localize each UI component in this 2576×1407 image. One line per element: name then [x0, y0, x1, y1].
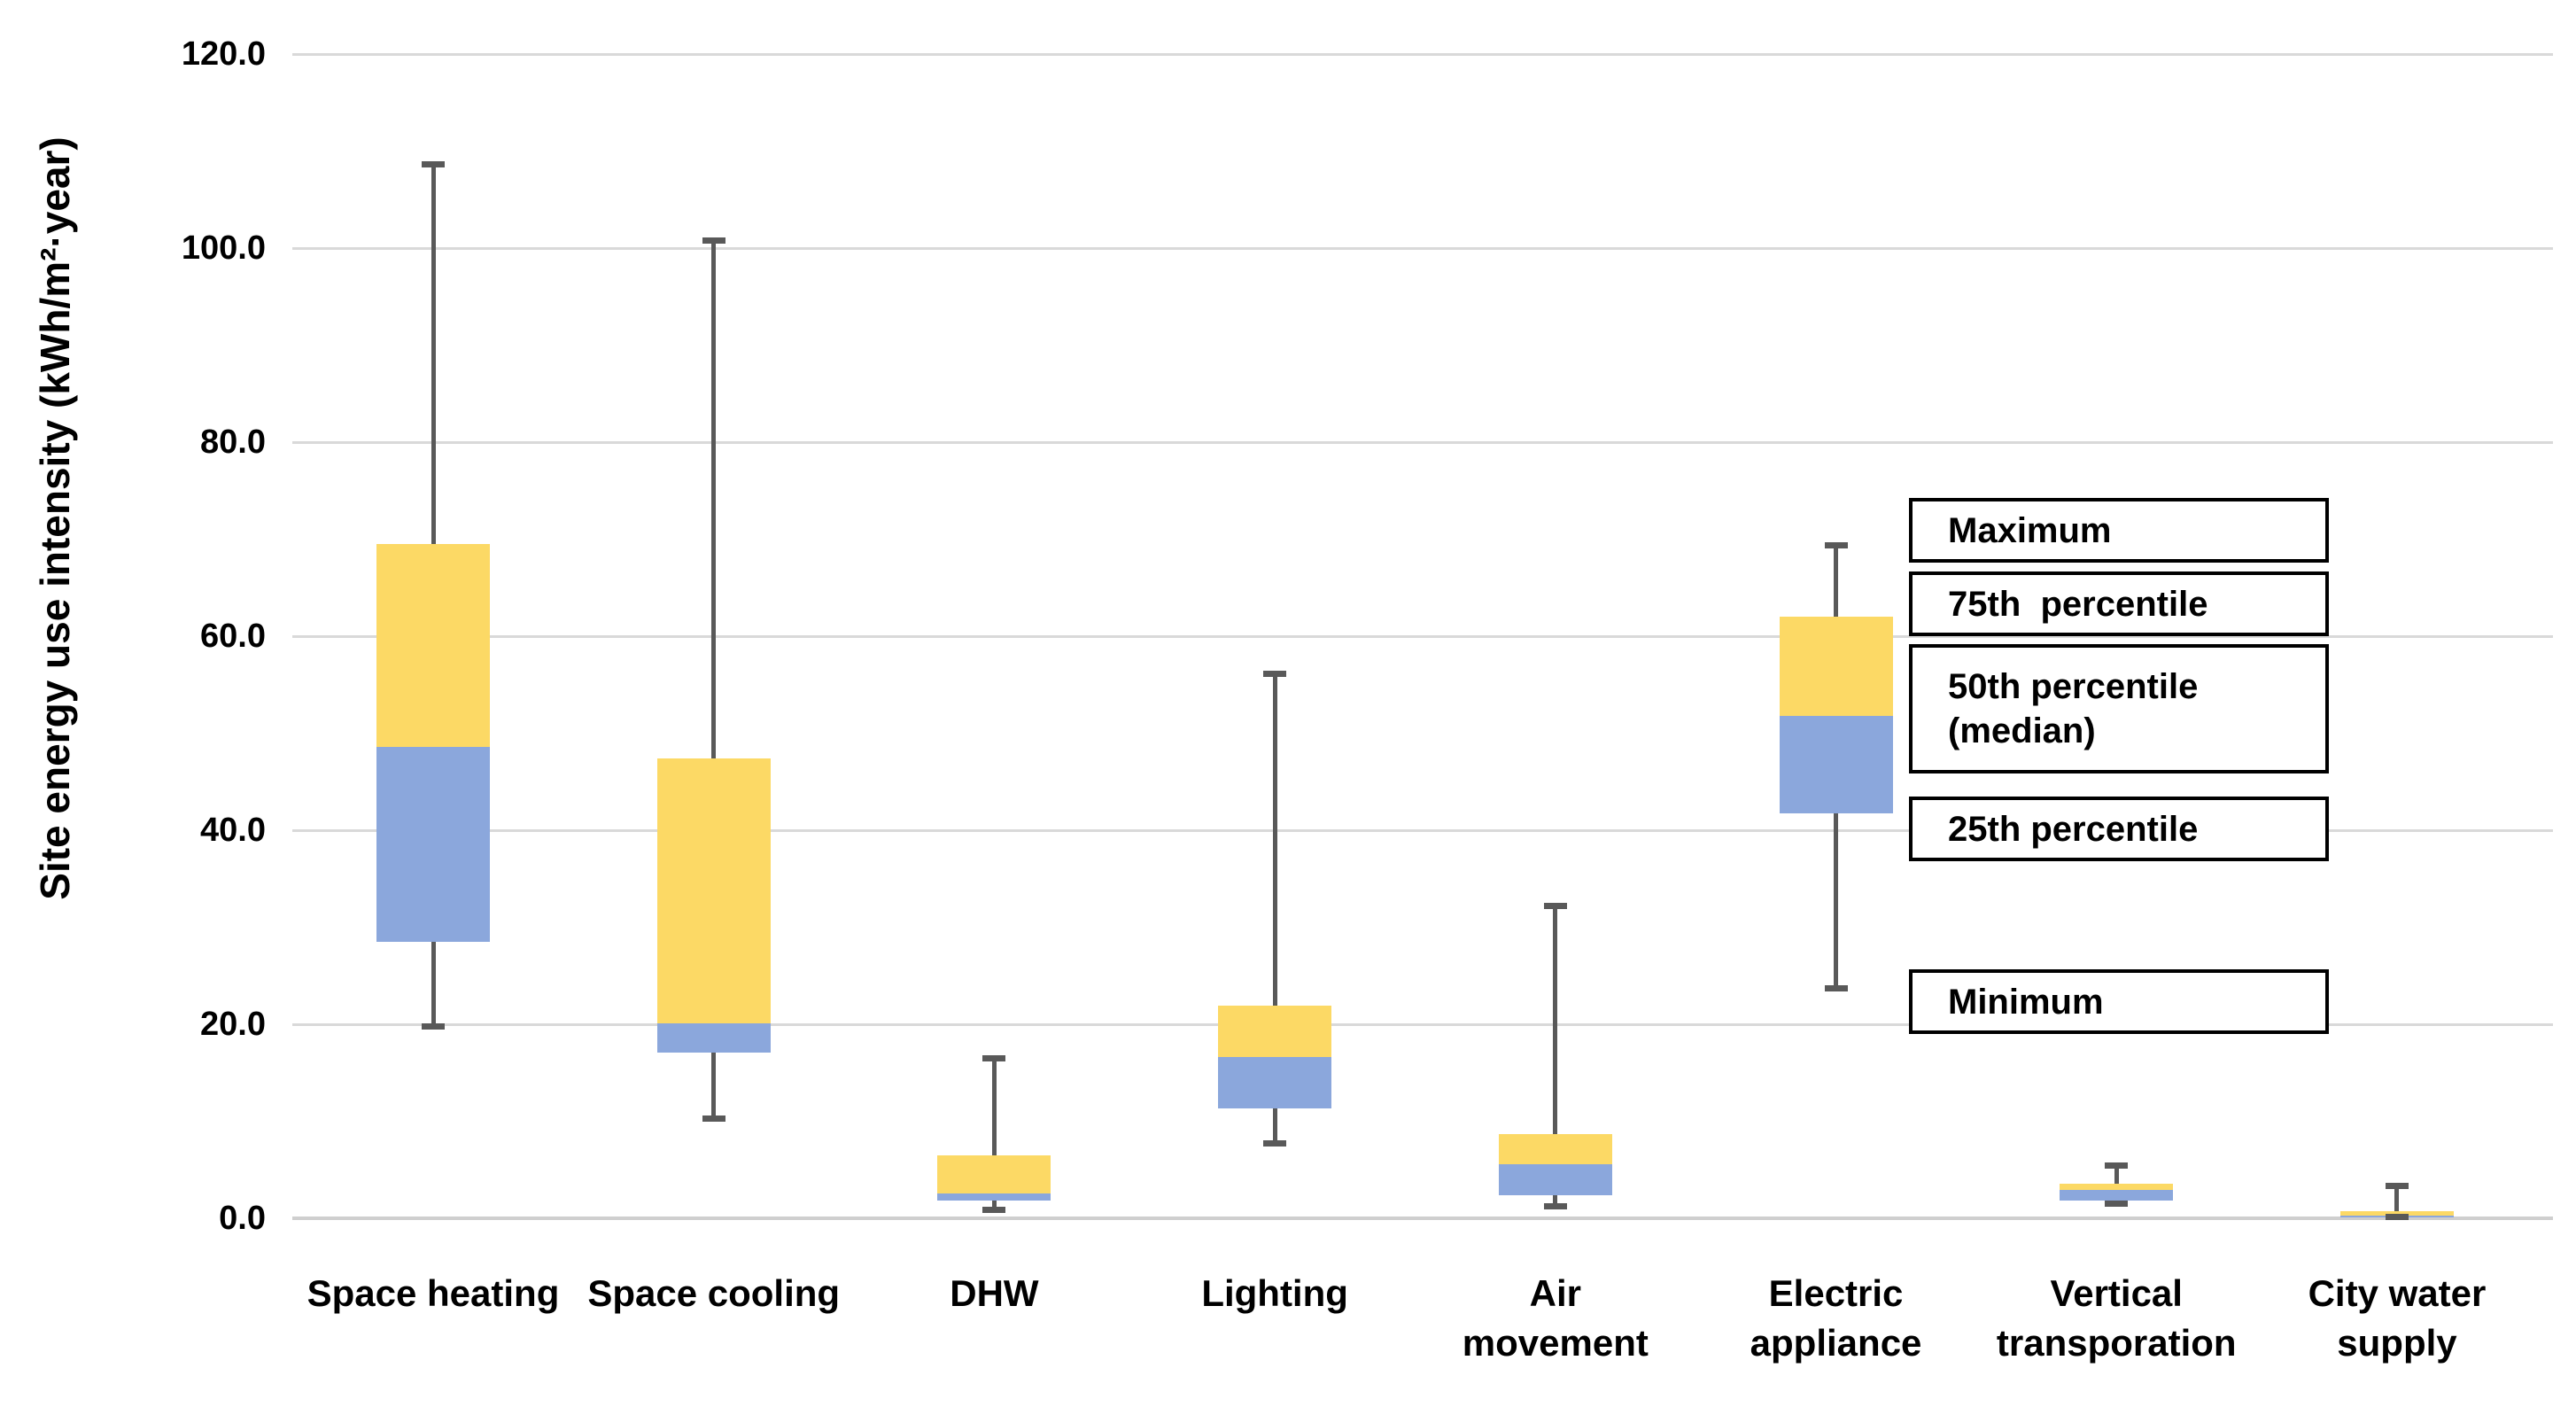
whisker-min-cap: [982, 1206, 1006, 1213]
whisker-min-cap: [702, 1115, 725, 1122]
x-axis-label: Space cooling: [587, 1272, 841, 1314]
box-upper-quartile: [1218, 1006, 1332, 1058]
box-lower-quartile: [1218, 1057, 1332, 1109]
y-tick-label: 80.0: [200, 424, 266, 461]
x-axis-label: City water supply: [2308, 1272, 2487, 1364]
box-upper-quartile: [1779, 617, 1893, 716]
x-axis-label: Electric appliance: [1750, 1272, 1922, 1364]
box-lower-quartile: [1498, 1163, 1612, 1195]
whisker-max-line: [1553, 906, 1558, 1134]
gridline-60.0: [292, 634, 2553, 638]
y-tick-label: 60.0: [200, 618, 266, 655]
box-lower-quartile: [937, 1193, 1051, 1201]
y-tick-label: 100.0: [181, 229, 266, 267]
y-tick-label: 20.0: [200, 1006, 266, 1043]
gridline-100.0: [292, 246, 2553, 250]
box-upper-quartile: [656, 758, 771, 1023]
whisker-min-cap: [1824, 984, 1848, 991]
whisker-max-cap: [422, 161, 445, 168]
callout-75th-percentile: 75th percentile: [1909, 571, 2329, 637]
box-lower-quartile: [656, 1022, 771, 1053]
box-lower-quartile: [1779, 715, 1893, 814]
box-upper-quartile: [1498, 1133, 1612, 1164]
y-tick-label: 0.0: [219, 1200, 266, 1237]
whisker-min-line: [1553, 1194, 1558, 1207]
box-upper-quartile: [2339, 1211, 2454, 1216]
whisker-max-line: [2114, 1165, 2119, 1184]
whisker-max-cap: [702, 237, 725, 244]
whisker-max-line: [1834, 545, 1839, 618]
x-axis-label: Vertical transporation: [1996, 1272, 2237, 1364]
whisker-min-line: [1834, 813, 1839, 989]
whisker-max-line: [2394, 1185, 2400, 1212]
x-axis-label: DHW: [950, 1272, 1039, 1314]
whisker-max-cap: [2105, 1162, 2129, 1170]
y-tick-label: 120.0: [181, 35, 266, 73]
gridline-20.0: [292, 1022, 2553, 1026]
whisker-min-line: [711, 1052, 717, 1119]
callout-25th-percentile: 25th percentile: [1909, 797, 2329, 862]
whisker-max-cap: [1543, 902, 1567, 909]
whisker-max-cap: [2385, 1183, 2409, 1190]
whisker-max-line: [431, 164, 436, 544]
x-axis-label: Space heating: [306, 1272, 560, 1314]
whisker-min-cap: [2105, 1201, 2129, 1208]
gridline-120.0: [292, 52, 2553, 56]
whisker-min-cap: [1263, 1140, 1287, 1147]
whisker-min-cap: [1543, 1203, 1567, 1210]
box-upper-quartile: [2060, 1183, 2174, 1191]
x-axis-label: Air movement: [1462, 1272, 1649, 1364]
box-lower-quartile: [2060, 1190, 2174, 1201]
box-upper-quartile: [937, 1154, 1051, 1193]
callout-50th-percentile: 50th percentile (median): [1909, 644, 2329, 774]
whisker-max-line: [711, 240, 717, 758]
box-upper-quartile: [376, 543, 490, 747]
callout-maximum: Maximum: [1909, 498, 2329, 564]
x-axis-label: Lighting: [1201, 1272, 1348, 1314]
whisker-min-line: [431, 941, 436, 1027]
whisker-max-line: [991, 1058, 997, 1155]
whisker-max-line: [1272, 673, 1277, 1007]
gridline-80.0: [292, 440, 2553, 444]
gridline-40.0: [292, 828, 2553, 832]
y-tick-label: 40.0: [200, 812, 266, 849]
whisker-min-cap: [422, 1022, 445, 1030]
box-lower-quartile: [376, 746, 490, 942]
callout-minimum: Minimum: [1909, 969, 2329, 1035]
whisker-max-cap: [982, 1054, 1006, 1061]
gridline-0.0: [292, 1217, 2553, 1220]
whisker-min-line: [1272, 1108, 1277, 1144]
whisker-min-cap: [2385, 1214, 2409, 1221]
y-axis-title: Site energy use intensity (kWh/m²·year): [32, 136, 78, 900]
whisker-max-cap: [1824, 541, 1848, 548]
whisker-min-line: [991, 1201, 997, 1210]
whisker-max-cap: [1263, 671, 1287, 678]
